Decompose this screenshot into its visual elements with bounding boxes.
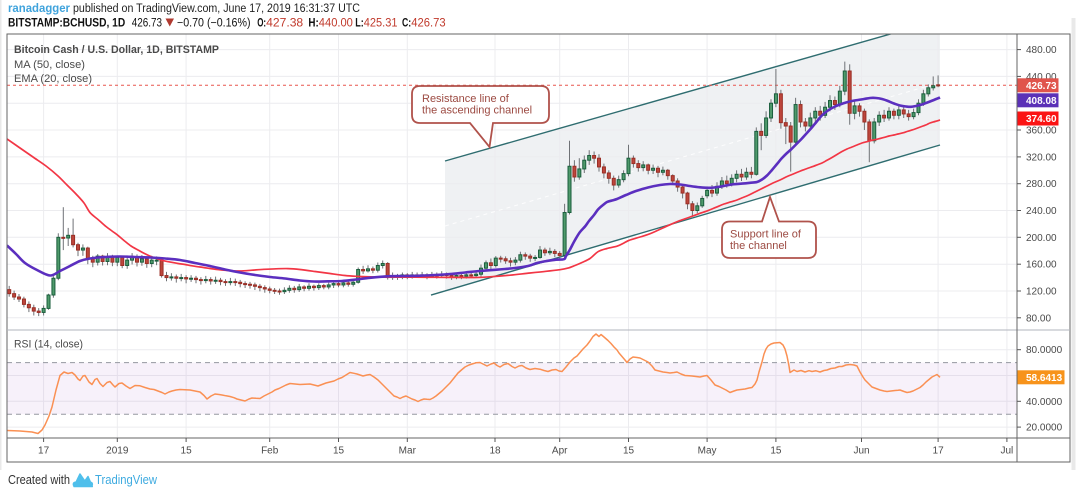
- svg-text:20.0000: 20.0000: [1026, 423, 1063, 434]
- svg-text:Resistance line of: Resistance line of: [422, 93, 510, 105]
- svg-text:15: 15: [770, 446, 782, 457]
- svg-text:440.00: 440.00: [319, 18, 353, 30]
- svg-text:15: 15: [333, 446, 345, 457]
- svg-text:the channel: the channel: [730, 240, 787, 252]
- svg-text:58.6413: 58.6413: [1026, 373, 1063, 384]
- svg-text:2019: 2019: [106, 446, 129, 457]
- svg-text:200.00: 200.00: [1026, 233, 1057, 244]
- svg-text:BITSTAMP:BCHUSD, 1D: BITSTAMP:BCHUSD, 1D: [8, 18, 125, 30]
- svg-text:440.00: 440.00: [1026, 72, 1057, 83]
- svg-text:40.0000: 40.0000: [1026, 397, 1063, 408]
- svg-text:Created with: Created with: [8, 473, 70, 487]
- svg-text:17: 17: [38, 446, 50, 457]
- svg-text:408.08: 408.08: [1026, 96, 1057, 107]
- svg-text:160.00: 160.00: [1026, 260, 1057, 271]
- svg-text:120.00: 120.00: [1026, 287, 1057, 298]
- svg-text:H:: H:: [308, 18, 318, 30]
- svg-text:240.00: 240.00: [1026, 206, 1057, 217]
- svg-text:80.0000: 80.0000: [1026, 345, 1063, 356]
- svg-text:426.73: 426.73: [132, 18, 162, 30]
- svg-text:374.60: 374.60: [1026, 114, 1057, 125]
- svg-text:MA (50, close): MA (50, close): [14, 59, 85, 71]
- svg-text:80.00: 80.00: [1026, 313, 1051, 324]
- svg-text:O:: O:: [257, 18, 266, 30]
- svg-text:May: May: [698, 446, 717, 457]
- svg-text:the ascending channel: the ascending channel: [422, 105, 532, 117]
- svg-text:15: 15: [181, 446, 193, 457]
- svg-text:Support line of: Support line of: [730, 229, 802, 241]
- svg-text:TradingView: TradingView: [95, 473, 158, 487]
- svg-text:−0.70 (−0.16%): −0.70 (−0.16%): [177, 18, 251, 30]
- svg-text:Jul: Jul: [1001, 446, 1014, 457]
- svg-text:Jun: Jun: [853, 446, 869, 457]
- svg-text:426.73: 426.73: [411, 18, 445, 30]
- svg-text:480.00: 480.00: [1026, 45, 1057, 56]
- svg-text:C:: C:: [402, 18, 411, 30]
- svg-text:Bitcoin Cash / U.S. Dollar, 1D: Bitcoin Cash / U.S. Dollar, 1D, BITSTAMP: [14, 44, 219, 56]
- svg-text:L:: L:: [355, 18, 364, 30]
- svg-text:18: 18: [489, 446, 501, 457]
- svg-text:published on TradingView.com,: published on TradingView.com, June 17, 2…: [73, 3, 360, 15]
- svg-text:17: 17: [933, 446, 945, 457]
- svg-text:Mar: Mar: [399, 446, 417, 457]
- svg-text:15: 15: [623, 446, 635, 457]
- svg-text:426.73: 426.73: [1026, 81, 1057, 92]
- svg-text:RSI (14, close): RSI (14, close): [14, 339, 83, 351]
- svg-text:ranadagger: ranadagger: [8, 3, 71, 15]
- svg-text:320.00: 320.00: [1026, 152, 1057, 163]
- svg-text:Apr: Apr: [552, 446, 568, 457]
- svg-text:Feb: Feb: [261, 446, 279, 457]
- svg-text:280.00: 280.00: [1026, 179, 1057, 190]
- svg-text:425.31: 425.31: [364, 18, 398, 30]
- svg-text:360.00: 360.00: [1026, 126, 1057, 137]
- svg-text:427.38: 427.38: [266, 18, 303, 30]
- svg-text:EMA (20, close): EMA (20, close): [14, 73, 92, 85]
